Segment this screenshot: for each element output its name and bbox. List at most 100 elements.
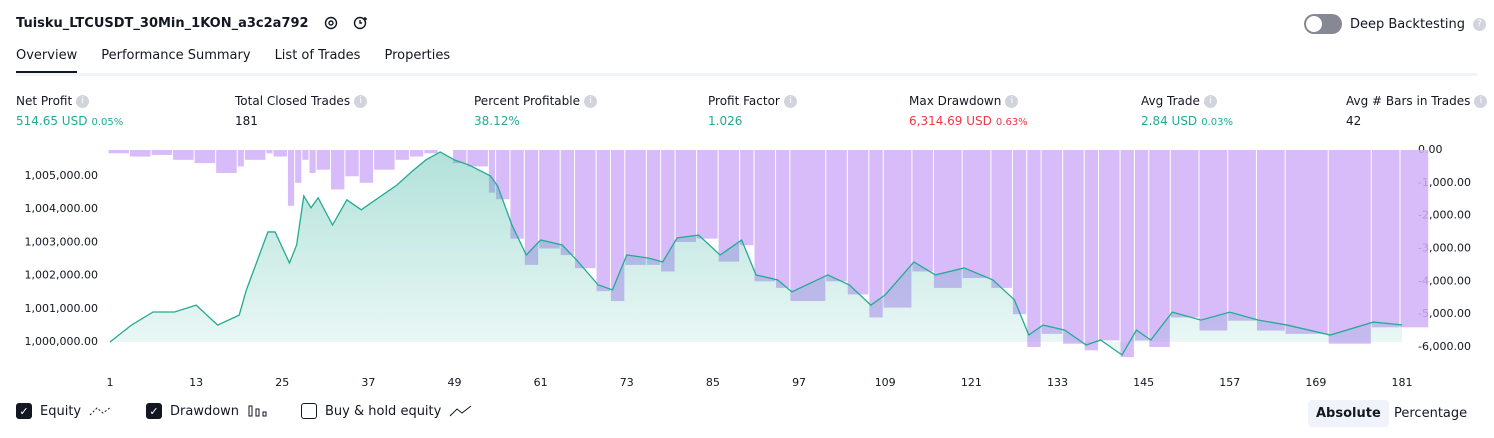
metric-value: 38.12% <box>474 114 520 128</box>
x-tick-label: 157 <box>1219 376 1240 389</box>
drawdown-bar <box>675 150 697 242</box>
drawdown-bar <box>1012 150 1027 315</box>
y2-tick-label: -2,000.00 <box>1418 209 1471 222</box>
drawdown-bar <box>424 150 438 154</box>
equity-area <box>110 151 1402 355</box>
x-tick-label: 85 <box>706 376 720 389</box>
drawdown-bar <box>1063 150 1084 344</box>
x-tick-label: 121 <box>961 376 982 389</box>
y-tick-label: 1,000,000.00 <box>25 335 98 348</box>
legend-label: Equity <box>40 403 82 419</box>
drawdown-bar <box>1134 150 1149 341</box>
x-tick-label: 169 <box>1305 376 1326 389</box>
drawdown-bar <box>962 150 991 279</box>
drawdown-bar <box>661 150 675 272</box>
drawdown-bar <box>1099 150 1120 341</box>
metric-label: Avg Trade <box>1141 94 1200 108</box>
drawdown-bar <box>1170 150 1199 318</box>
metric: Avg # Bars in Trades i 42 <box>1346 94 1488 128</box>
drawdown-bar <box>826 150 847 282</box>
tab[interactable]: Overview <box>16 48 78 73</box>
legend-item[interactable]: Buy & hold equity <box>301 403 473 419</box>
x-tick-label: 181 <box>1392 376 1413 389</box>
drawdown-bar <box>610 150 625 302</box>
drawdown-bar <box>359 150 374 183</box>
drawdown-bar <box>287 150 295 206</box>
deep-backtesting[interactable]: Deep Backtesting? <box>1304 14 1487 34</box>
drawdown-bar <box>1041 150 1063 334</box>
drawdown-bar <box>697 150 718 239</box>
drawdown-bar <box>1256 150 1285 331</box>
drawdown-bar <box>1084 150 1099 351</box>
tab[interactable]: Properties <box>384 48 451 63</box>
metric: Profit Factor i 1.026 <box>708 94 797 128</box>
drawdown-bar <box>216 150 237 173</box>
settings-icon[interactable] <box>323 15 339 31</box>
absolute-button[interactable]: Absolute <box>1308 400 1389 427</box>
y-tick-label: 1,004,000.00 <box>25 202 98 215</box>
x-tick-label: 49 <box>448 376 462 389</box>
deep-label: Deep Backtesting <box>1350 16 1466 32</box>
toggle[interactable] <box>1304 14 1342 34</box>
y-tick-label: 1,001,000.00 <box>25 302 98 315</box>
drawdown-bar <box>625 150 646 265</box>
drawdown-bar <box>1400 150 1429 328</box>
drawdown-bar <box>1149 150 1170 347</box>
drawdown-bar <box>1228 150 1256 321</box>
drawdown-bar <box>869 150 883 318</box>
drawdown-bar <box>1027 150 1041 347</box>
drawdown-bar <box>244 150 266 160</box>
y2-tick-label: -1,000.00 <box>1418 176 1471 189</box>
legend-icon <box>248 405 267 417</box>
drawdown-bar <box>560 150 575 256</box>
x-tick-label: 97 <box>792 376 806 389</box>
metric-value: 514.65 USD <box>16 114 88 128</box>
drawdown-bar <box>173 150 194 160</box>
drawdown-bar <box>266 150 273 154</box>
x-tick-label: 61 <box>534 376 548 389</box>
drawdown-bar <box>345 150 359 177</box>
metric: Avg Trade i 2.84 USD 0.03% <box>1141 94 1233 128</box>
drawdown-bar <box>510 150 524 239</box>
drawdown-bar <box>740 150 754 246</box>
metric-label: Net Profit <box>16 94 73 108</box>
drawdown-bar <box>847 150 869 295</box>
metric: Percent Profitable i 38.12% <box>474 94 597 128</box>
y2-tick-label: -4,000.00 <box>1418 274 1471 287</box>
tabs: Overview Performance Summary List of Tra… <box>16 48 450 73</box>
metric-label: Profit Factor <box>708 94 780 108</box>
strategy-title: Tuisku_LTCUSDT_30Min_1KON_a3c2a792 <box>16 15 309 31</box>
legend-item[interactable]: ✓ Equity <box>16 403 113 419</box>
drawdown-bar <box>302 150 309 160</box>
drawdown-bar <box>776 150 790 288</box>
checkbox[interactable] <box>301 403 317 419</box>
tab-divider <box>16 73 1477 76</box>
x-tick-label: 1 <box>107 376 114 389</box>
alert-icon[interactable] <box>353 15 369 31</box>
percentage-button[interactable]: Percentage <box>1394 406 1468 421</box>
x-tick-label: 25 <box>275 376 289 389</box>
drawdown-bar <box>237 150 244 167</box>
checkbox[interactable]: ✓ <box>146 403 162 419</box>
drawdown-bar <box>467 150 488 167</box>
tab[interactable]: List of Trades <box>274 48 361 63</box>
x-tick-label: 109 <box>875 376 896 389</box>
drawdown-bar <box>1285 150 1328 334</box>
y2-tick-label: -3,000.00 <box>1418 242 1471 255</box>
tab[interactable]: Performance Summary <box>101 48 251 63</box>
chart: 1,000,000.00 1,001,000.00 1,002,000.00 1,00… <box>25 143 1471 389</box>
y-tick-label: 1,003,000.00 <box>25 235 98 248</box>
checkbox[interactable]: ✓ <box>16 403 32 419</box>
drawdown-bar <box>790 150 826 302</box>
legend-label: Buy & hold equity <box>325 403 442 419</box>
metric-percent: 0.03% <box>1201 117 1233 128</box>
header: Tuisku_LTCUSDT_30Min_1KON_a3c2a792 <box>16 15 369 31</box>
legend-item[interactable]: ✓ Drawdown <box>146 403 271 419</box>
drawdown-bar <box>316 150 331 170</box>
drawdown-bar <box>718 150 740 262</box>
metric: Total Closed Trades i 181 <box>235 94 368 128</box>
drawdown-bar <box>575 150 596 269</box>
y-tick-label: 1,005,000.00 <box>25 169 98 182</box>
drawdown-bar <box>151 150 173 155</box>
